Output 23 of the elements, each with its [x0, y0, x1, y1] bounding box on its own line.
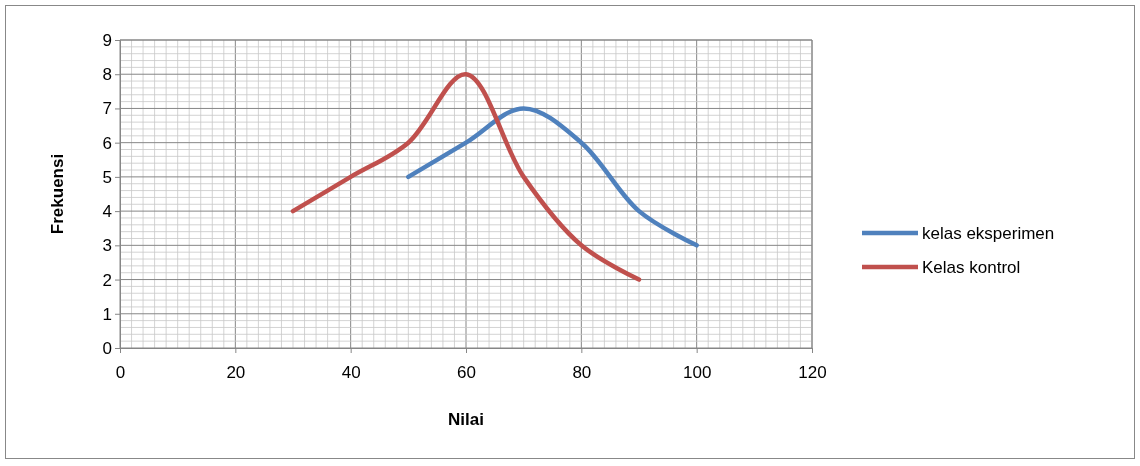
- y-tick-label: 7: [102, 99, 112, 119]
- x-tick-label: 20: [226, 363, 246, 383]
- y-tick-label: 5: [102, 167, 112, 187]
- y-axis-title: Frekuensi: [48, 153, 67, 235]
- x-tick-label: 0: [115, 363, 126, 383]
- y-tick-label: 1: [102, 304, 112, 324]
- legend-label: Kelas kontrol: [922, 258, 1021, 277]
- legend-label: kelas eksperimen: [922, 224, 1055, 243]
- x-tick-label: 80: [572, 363, 592, 383]
- y-tick-label: 8: [102, 65, 112, 85]
- x-tick-label: 100: [682, 363, 712, 383]
- y-tick-label: 9: [102, 30, 112, 50]
- x-tick-label: 60: [457, 363, 476, 383]
- x-tick-label: 40: [341, 363, 361, 383]
- y-tick-label: 2: [102, 270, 112, 290]
- x-tick-label: 120: [798, 363, 827, 383]
- x-axis-title: Nilai: [448, 410, 484, 429]
- line-series: [406, 106, 699, 248]
- y-tick-label: 0: [102, 338, 112, 358]
- y-tick-label: 4: [102, 202, 112, 222]
- y-tick-label: 6: [102, 133, 112, 153]
- y-tick-label: 3: [102, 236, 112, 256]
- line-series: [290, 71, 642, 282]
